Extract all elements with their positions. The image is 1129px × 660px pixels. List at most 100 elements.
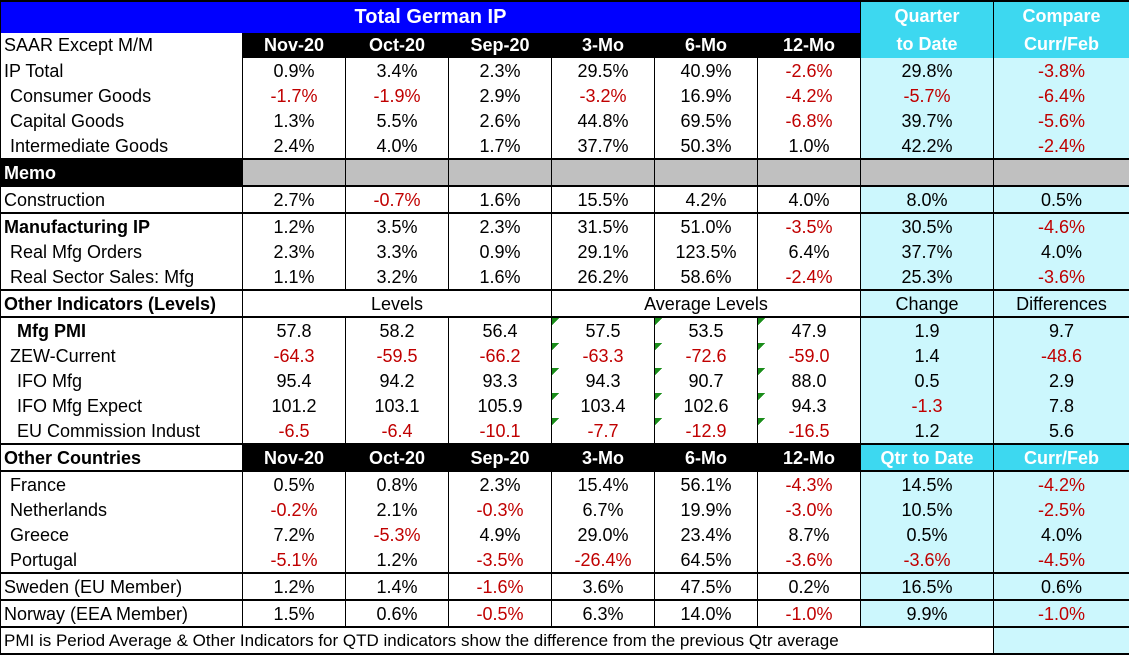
memo-fill xyxy=(448,159,552,187)
value-cell: 14.0% xyxy=(654,600,758,628)
compare-cell: -4.6% xyxy=(993,213,1129,239)
section-label: Other Indicators (Levels) xyxy=(0,290,243,318)
value-cell: 3.5% xyxy=(345,213,449,239)
compare-cell: 4.0% xyxy=(993,522,1129,547)
value-cell: 0.9% xyxy=(448,239,552,264)
value-cell: 64.5% xyxy=(654,547,758,574)
table-row: Manufacturing IP 1.2% 3.5% 2.3% 31.5% 51.0% -3… xyxy=(0,213,1129,239)
value-cell: 2.7% xyxy=(242,186,346,214)
value-cell: -7.7 xyxy=(551,418,655,445)
compare-header: Curr/Feb xyxy=(993,444,1129,472)
value-cell: 102.6 xyxy=(654,393,758,418)
value-cell: 3.4% xyxy=(345,58,449,83)
value-cell: -59.5 xyxy=(345,343,449,368)
table-row: Portugal -5.1% 1.2% -3.5% -26.4% 64.5% -3.6% -3… xyxy=(0,547,1129,574)
other-indicators-header: Other Indicators (Levels) Levels Average L… xyxy=(0,290,1129,318)
compare-cell: -6.4% xyxy=(993,83,1129,108)
value-cell: 23.4% xyxy=(654,522,758,547)
value-cell: 123.5% xyxy=(654,239,758,264)
compare-cell: -3.6% xyxy=(993,264,1129,291)
value-cell: 47.9 xyxy=(757,317,861,343)
value-cell: 15.5% xyxy=(551,186,655,214)
value-cell: 1.1% xyxy=(242,264,346,291)
table-row: Real Sector Sales: Mfg 1.1% 3.2% 1.6% 26.2% 5… xyxy=(0,264,1129,291)
memo-fill xyxy=(654,159,758,187)
compare-cell: 9.7 xyxy=(993,317,1129,343)
header-label: SAAR Except M/M xyxy=(0,32,243,58)
value-cell: 26.2% xyxy=(551,264,655,291)
qtd-header: Quarter to Date xyxy=(860,0,994,58)
value-cell: 0.2% xyxy=(757,573,861,601)
row-label: Norway (EEA Member) xyxy=(0,600,243,628)
footnote-cyan-fill xyxy=(993,627,1129,655)
row-label: Manufacturing IP xyxy=(0,213,243,239)
qtd-cell: 1.2 xyxy=(860,418,994,445)
value-cell: 50.3% xyxy=(654,133,758,160)
value-cell: -0.7% xyxy=(345,186,449,214)
value-cell: 2.1% xyxy=(345,497,449,522)
table-row: Greece 7.2% -5.3% 4.9% 29.0% 23.4% 8.7% 0.5% 4.0… xyxy=(0,522,1129,547)
value-cell: 2.6% xyxy=(448,108,552,133)
value-cell: -10.1 xyxy=(448,418,552,445)
column-header: 12-Mo xyxy=(757,444,861,472)
compare-header-line1: Compare xyxy=(1022,6,1101,26)
value-cell: -72.6 xyxy=(654,343,758,368)
qtd-cell: 0.5% xyxy=(860,522,994,547)
change-label: Change xyxy=(860,290,994,318)
value-cell: 57.5 xyxy=(551,317,655,343)
memo-label: Memo xyxy=(0,159,243,187)
value-cell: -0.3% xyxy=(448,497,552,522)
value-cell: 3.3% xyxy=(345,239,449,264)
value-cell: -3.2% xyxy=(551,83,655,108)
compare-header-line2: Curr/Feb xyxy=(1023,34,1099,54)
value-cell: -63.3 xyxy=(551,343,655,368)
value-cell: 2.3% xyxy=(448,213,552,239)
value-cell: -3.0% xyxy=(757,497,861,522)
value-cell: 2.3% xyxy=(448,471,552,497)
value-cell: -3.6% xyxy=(757,547,861,574)
column-header: 12-Mo xyxy=(757,32,861,58)
row-label: Capital Goods xyxy=(0,108,243,133)
value-cell: 7.2% xyxy=(242,522,346,547)
qtd-cell: 9.9% xyxy=(860,600,994,628)
value-cell: -1.6% xyxy=(448,573,552,601)
row-label: Real Sector Sales: Mfg xyxy=(0,264,243,291)
row-label: EU Commission Indust xyxy=(0,418,243,445)
value-cell: -5.3% xyxy=(345,522,449,547)
value-cell: 47.5% xyxy=(654,573,758,601)
row-label: IFO Mfg Expect xyxy=(0,393,243,418)
value-cell: 4.0% xyxy=(345,133,449,160)
table-row: IFO Mfg Expect 101.2 103.1 105.9 103.4 102.6 9… xyxy=(0,393,1129,418)
table-row: Sweden (EU Member) 1.2% 1.4% -1.6% 3.6% 47.5%… xyxy=(0,573,1129,601)
value-cell: 40.9% xyxy=(654,58,758,83)
qtd-cell: 10.5% xyxy=(860,497,994,522)
value-cell: 29.0% xyxy=(551,522,655,547)
qtd-cell: 14.5% xyxy=(860,471,994,497)
value-cell: 3.6% xyxy=(551,573,655,601)
value-cell: -0.5% xyxy=(448,600,552,628)
qtd-cell: 39.7% xyxy=(860,108,994,133)
qtd-cell: -1.3 xyxy=(860,393,994,418)
value-cell: -2.4% xyxy=(757,264,861,291)
table-row: Mfg PMI 57.8 58.2 56.4 57.5 53.5 47.9 1.9 9.7 xyxy=(0,317,1129,343)
qtd-header-line1: Quarter xyxy=(894,6,960,26)
value-cell: 0.6% xyxy=(345,600,449,628)
differences-label: Differences xyxy=(993,290,1129,318)
value-cell: -6.4 xyxy=(345,418,449,445)
value-cell: 8.7% xyxy=(757,522,861,547)
footnote-row: PMI is Period Average & Other Indicators… xyxy=(0,627,1129,655)
value-cell: 1.7% xyxy=(448,133,552,160)
column-header: Nov-20 xyxy=(242,444,346,472)
footnote: PMI is Period Average & Other Indicators… xyxy=(0,627,994,655)
value-cell: 0.5% xyxy=(242,471,346,497)
table-row: Construction 2.7% -0.7% 1.6% 15.5% 4.2% 4.0% 8.… xyxy=(0,186,1129,214)
value-cell: 1.2% xyxy=(242,573,346,601)
table-row: Capital Goods 1.3% 5.5% 2.6% 44.8% 69.5% -6.8%… xyxy=(0,108,1129,133)
value-cell: 1.2% xyxy=(345,547,449,574)
memo-fill xyxy=(242,159,346,187)
compare-cell: 0.5% xyxy=(993,186,1129,214)
compare-cell: -48.6 xyxy=(993,343,1129,368)
value-cell: 90.7 xyxy=(654,368,758,393)
row-label: Intermediate Goods xyxy=(0,133,243,160)
